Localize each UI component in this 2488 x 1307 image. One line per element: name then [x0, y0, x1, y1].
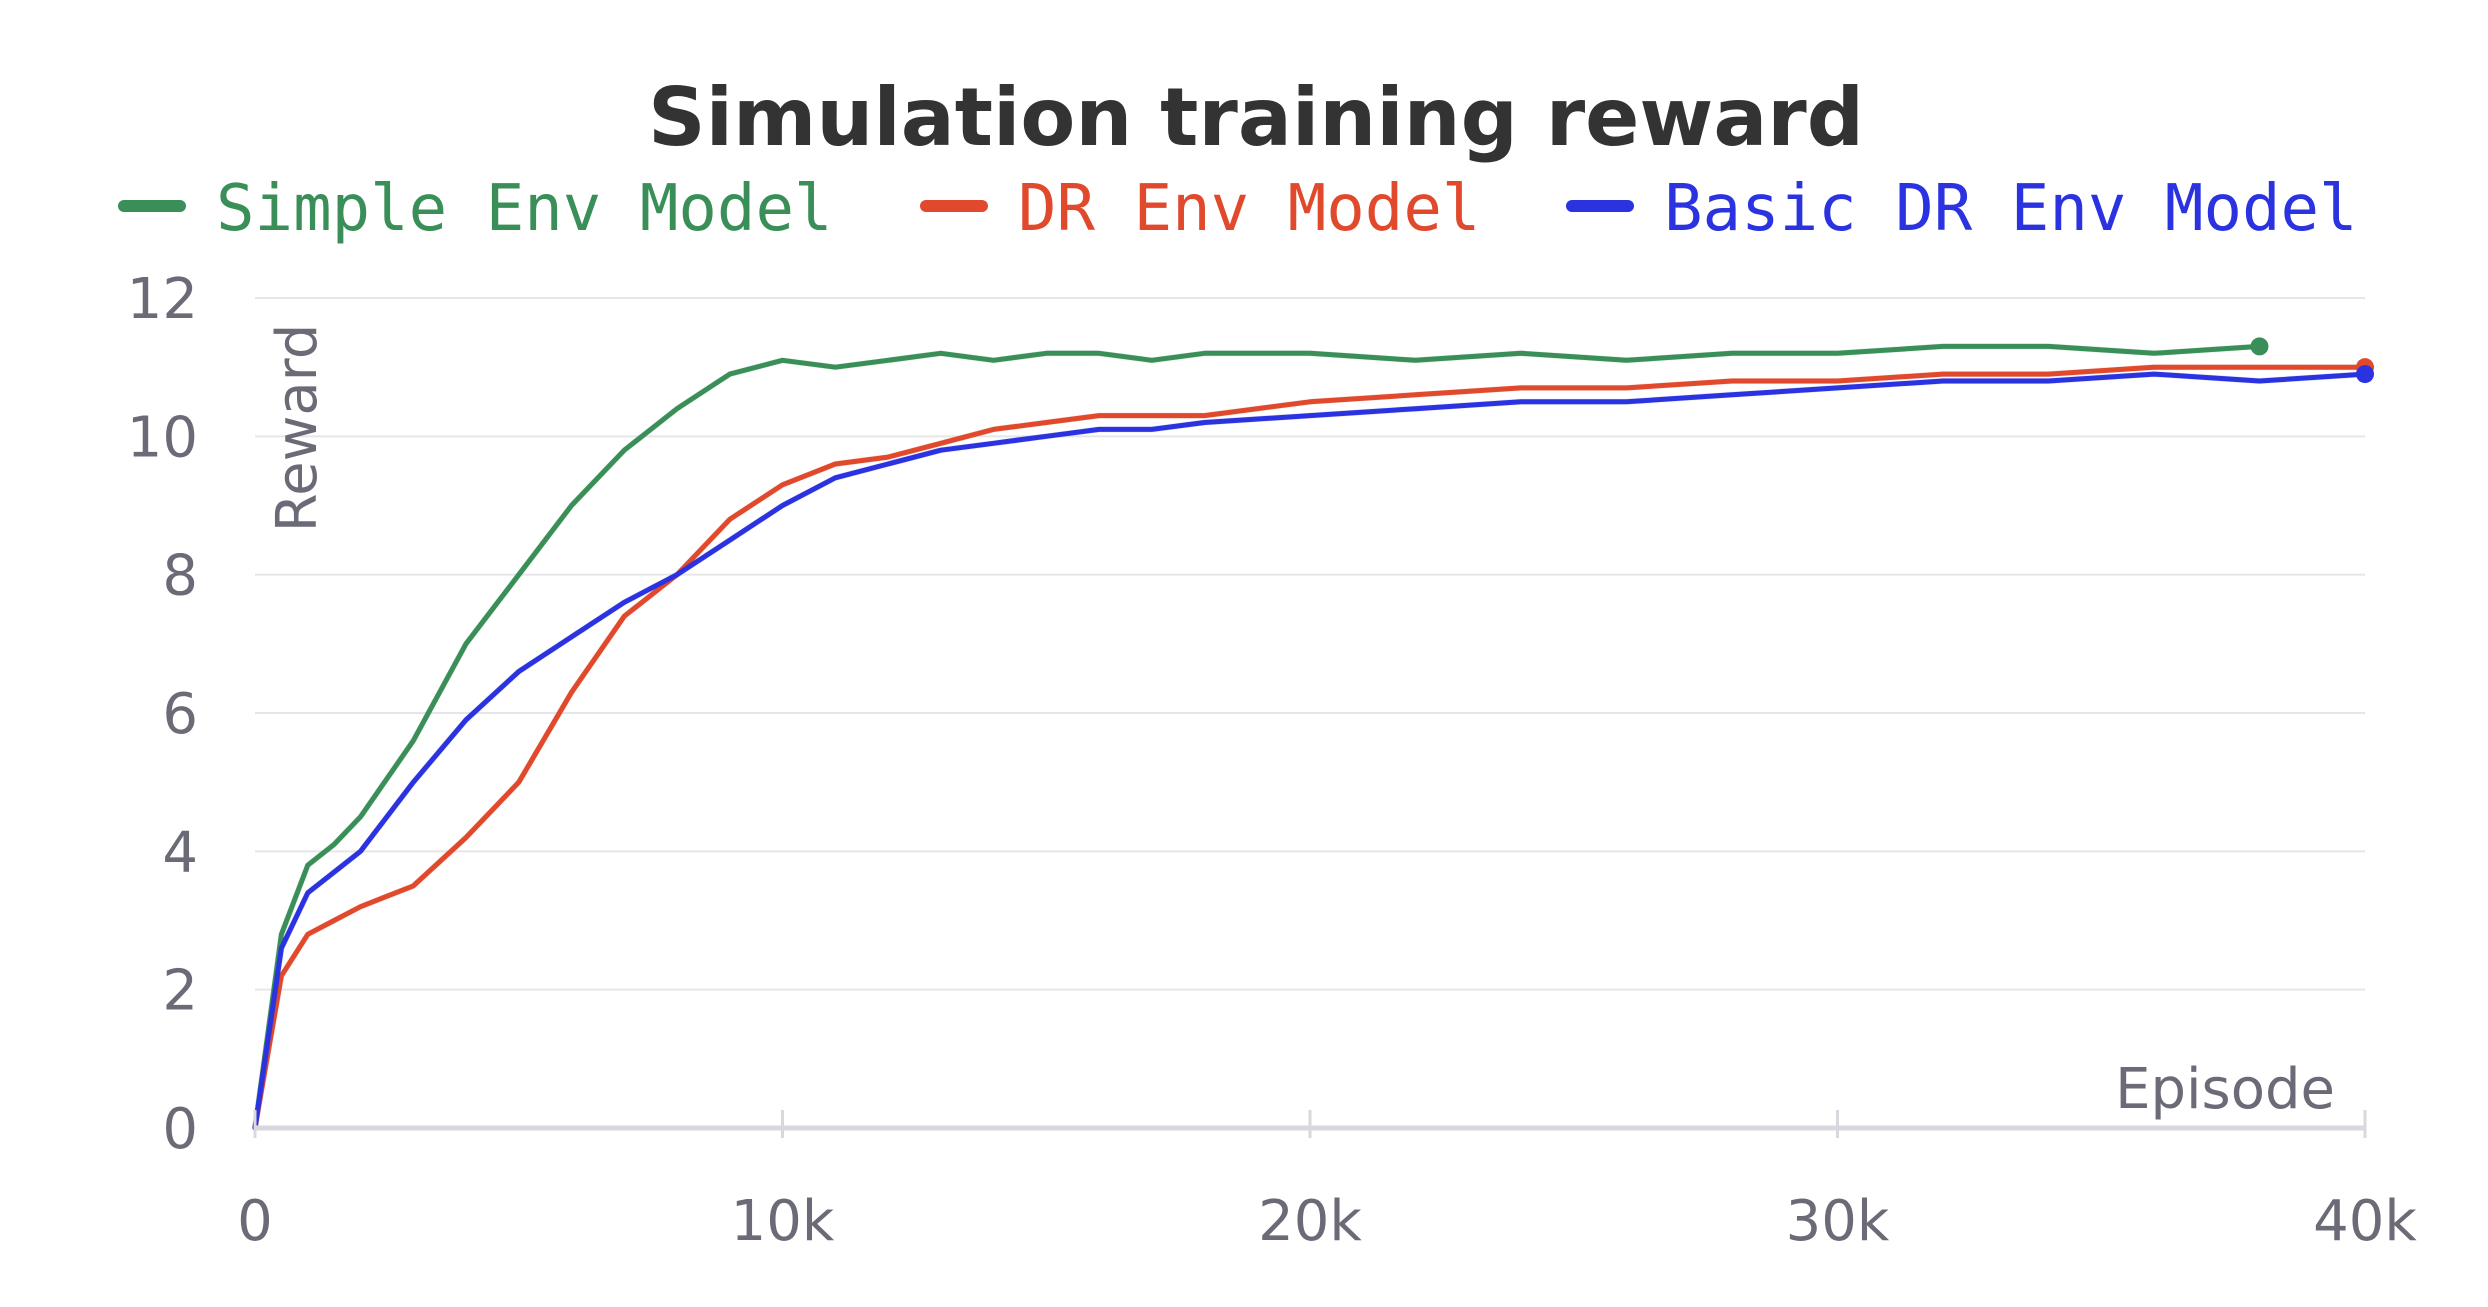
series-band-basic-dr-env-model: [252, 371, 2366, 1129]
y-tick-label: 12: [127, 267, 198, 332]
chart-title: Simulation training reward: [648, 71, 1864, 164]
y-axis-label: Reward: [265, 324, 330, 533]
x-axis-label: Episode: [2115, 1057, 2335, 1122]
y-tick-label: 6: [162, 682, 198, 747]
x-tick-label: 20k: [1258, 1189, 1362, 1254]
y-tick-label: 0: [162, 1097, 198, 1162]
x-tick-label: 10k: [731, 1189, 835, 1254]
y-tick-label: 2: [162, 959, 198, 1024]
legend-label: DR Env Model: [1018, 172, 1480, 246]
series-line-dr-env-model: [252, 364, 2368, 1131]
legend: Simple Env Model DR Env Model Basic DR Env…: [118, 172, 2358, 246]
legend-swatch: [920, 200, 988, 212]
series-end-point: [2250, 337, 2269, 356]
series-line-simple-env-model: [252, 343, 2262, 1131]
y-tick-label: 8: [162, 544, 198, 609]
x-tick-label: 30k: [1786, 1189, 1890, 1254]
series-end-point: [2356, 365, 2374, 384]
series-line-basic-dr-env-model: [252, 371, 2368, 1131]
axes: 0 2 4 6 8 10 12 0 10k 20k 30k 40k: [127, 267, 2418, 1254]
series-band-simple-env-model: [252, 343, 2260, 1129]
grid: [255, 297, 2365, 991]
legend-swatch: [1566, 200, 1634, 212]
legend-label: Simple Env Model: [216, 172, 833, 246]
x-tick-label: 0: [237, 1189, 273, 1254]
y-tick-label: 10: [127, 405, 198, 470]
legend-swatch: [118, 200, 186, 212]
series-layer: [252, 337, 2374, 1131]
series-band-dr-env-model: [252, 364, 2365, 1129]
x-tick-label: 40k: [2313, 1189, 2417, 1254]
y-tick-label: 4: [162, 820, 198, 885]
legend-label: Basic DR Env Model: [1664, 172, 2358, 246]
